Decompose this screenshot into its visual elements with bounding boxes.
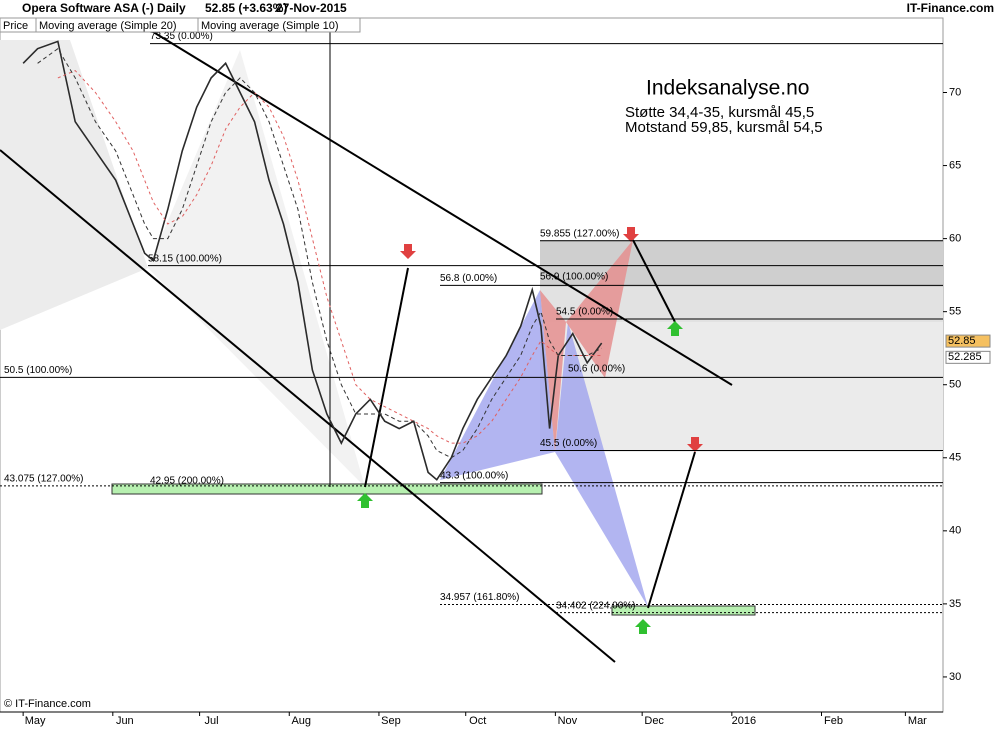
projection	[632, 239, 676, 323]
y-tick-label: 35	[949, 598, 961, 610]
price-tag	[945, 334, 991, 348]
y-tick-label: 40	[949, 525, 961, 537]
buy-arrow	[667, 321, 683, 336]
level-label: 56.8 (0.00%)	[440, 273, 497, 284]
level-label: 54.5 (0.00%)	[556, 307, 613, 318]
level-label: 50.5 (100.00%)	[4, 365, 72, 376]
level-label: 56.9 (100.00%)	[540, 272, 608, 283]
overlay-line: Støtte 34,4-35, kursmål 45,5	[625, 104, 814, 121]
pattern-shape	[566, 240, 633, 378]
support-box	[111, 483, 543, 495]
legend-entry: Price	[3, 20, 28, 32]
title: Opera Software ASA (-)	[22, 1, 154, 15]
x-tick-label: 2016	[732, 715, 756, 727]
y-tick-label: 50	[949, 379, 961, 391]
level-label: 73.35 (0.00%)	[150, 31, 213, 42]
y-tick-label: 55	[949, 306, 961, 318]
x-tick-label: May	[25, 715, 46, 727]
trendline	[0, 149, 616, 663]
sell-arrow	[687, 437, 703, 452]
y-tick-label: 70	[949, 86, 961, 98]
date: 27-Nov-2015	[276, 1, 347, 15]
level-label: 34.957 (161.80%)	[440, 592, 520, 603]
x-tick-label: Aug	[291, 715, 311, 727]
x-tick-label: Sep	[381, 715, 401, 727]
x-tick-label: Feb	[824, 715, 843, 727]
series-line	[37, 47, 602, 459]
buy-arrow	[635, 619, 651, 634]
change: 52.85 (+3.63%)	[205, 1, 287, 15]
overlay-heading: Indeksanalyse.no	[646, 77, 809, 100]
period: Daily	[157, 1, 186, 15]
y-tick-label: 65	[949, 159, 961, 171]
y-tick-label: 45	[949, 452, 961, 464]
legend-entry: Moving average (Simple 20)	[39, 20, 177, 32]
y-tick-label: 60	[949, 233, 961, 245]
copyright: © IT-Finance.com	[4, 698, 91, 710]
x-tick-label: Oct	[469, 715, 486, 727]
price-tag-label: 52.285	[948, 351, 982, 363]
trendline	[149, 29, 733, 386]
x-tick-label: Mar	[908, 715, 927, 727]
buy-arrow	[357, 493, 373, 508]
price-tag	[945, 350, 991, 364]
level-label: 34.402 (224.00%)	[556, 600, 636, 611]
x-tick-label: Nov	[558, 715, 578, 727]
level-label: 42.95 (200.00%)	[150, 475, 224, 486]
pattern-shape	[540, 290, 566, 452]
level-label: 59.855 (127.00%)	[540, 228, 620, 239]
series-line	[22, 40, 603, 481]
source: IT-Finance.com	[907, 1, 994, 15]
level-label: 43.075 (127.00%)	[4, 474, 84, 485]
arrows	[357, 227, 703, 634]
price-tag-label: 52.85	[948, 335, 976, 347]
projection	[647, 451, 696, 609]
legend-box	[197, 17, 361, 33]
pattern-shape	[0, 40, 148, 330]
pattern-shape	[555, 322, 648, 607]
level-label: 50.6 (0.00%)	[568, 364, 625, 375]
series-line	[57, 70, 602, 444]
sell-arrow	[400, 244, 416, 259]
level-label: 43.3 (100.00%)	[440, 470, 508, 481]
level-label: 45.5 (0.00%)	[540, 438, 597, 449]
sell-arrow	[623, 227, 639, 242]
support-box	[611, 605, 756, 616]
legend-entry: Moving average (Simple 10)	[201, 20, 339, 32]
pattern-shape	[440, 290, 555, 480]
level-label: 58.15 (100.00%)	[148, 253, 222, 264]
x-tick-label: Jul	[205, 715, 219, 727]
x-tick-label: Jun	[116, 715, 134, 727]
x-tick-label: Dec	[644, 715, 664, 727]
y-tick-label: 30	[949, 671, 961, 683]
overlay-line: Motstand 59,85, kursmål 54,5	[625, 119, 823, 136]
